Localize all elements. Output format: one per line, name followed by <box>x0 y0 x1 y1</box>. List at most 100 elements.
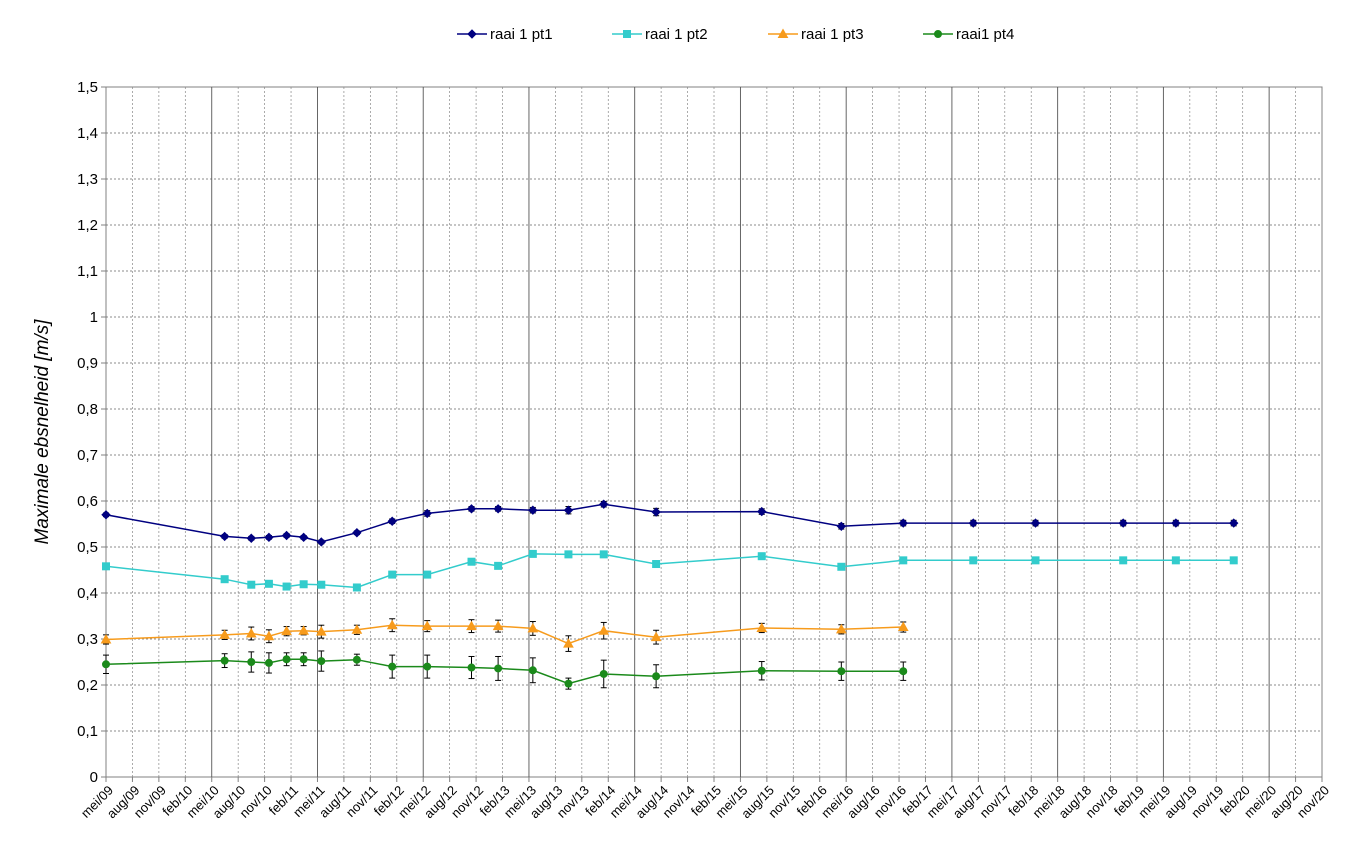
legend-item: raai 1 pt1 <box>457 26 553 43</box>
data-point <box>466 504 477 514</box>
data-point <box>835 623 847 634</box>
data-point <box>1229 518 1239 528</box>
data-point <box>757 506 767 517</box>
series-4 <box>102 650 908 690</box>
data-point <box>898 518 908 528</box>
data-point <box>423 662 432 671</box>
data-point <box>756 622 768 632</box>
data-point <box>652 560 661 569</box>
data-point <box>899 667 908 676</box>
data-point <box>316 537 327 547</box>
data-point <box>1229 556 1238 565</box>
data-point <box>421 620 433 631</box>
data-point <box>282 655 291 664</box>
data-point <box>219 531 230 542</box>
data-point <box>263 630 275 641</box>
data-point <box>1171 518 1181 528</box>
data-point <box>315 626 327 636</box>
legend-marker <box>623 30 631 38</box>
data-point <box>897 621 909 632</box>
data-point <box>299 580 308 589</box>
y-tick-label: 0,4 <box>77 585 98 602</box>
data-point <box>422 508 432 519</box>
y-tick-label: 1,3 <box>77 171 98 188</box>
y-tick-label: 1 <box>90 309 98 326</box>
series-layer <box>100 499 1239 690</box>
data-point <box>388 570 397 579</box>
y-tick-label: 0,8 <box>77 401 98 418</box>
data-point <box>757 666 766 675</box>
data-point <box>599 499 609 509</box>
data-point <box>1119 556 1128 565</box>
legend-marker <box>467 29 477 39</box>
data-point <box>837 667 846 676</box>
y-tick-label: 1,5 <box>77 79 98 96</box>
data-point <box>245 627 257 638</box>
data-point <box>102 562 110 571</box>
data-point <box>386 619 398 630</box>
data-point <box>493 504 503 514</box>
data-point <box>1118 518 1128 528</box>
data-point <box>299 655 308 664</box>
y-tick-label: 0,3 <box>77 631 98 648</box>
data-point <box>598 625 610 635</box>
data-point <box>969 556 978 565</box>
legend-marker <box>934 30 942 38</box>
data-point <box>528 505 538 515</box>
legend-layer: raai 1 pt1 raai 1 pt2 raai 1 pt3 raai1 pt4 <box>457 26 1014 43</box>
data-point <box>264 579 273 588</box>
data-point <box>563 638 574 648</box>
data-point <box>564 550 573 559</box>
data-point <box>247 580 256 589</box>
y-tick-label: 1,4 <box>77 125 98 142</box>
legend-item: raai1 pt4 <box>923 26 1014 43</box>
data-point <box>352 528 362 538</box>
data-point <box>317 580 326 589</box>
data-point <box>102 660 110 669</box>
data-point <box>652 672 661 681</box>
data-point <box>836 521 847 532</box>
data-point <box>388 662 397 671</box>
y-tick-label: 1,2 <box>77 217 98 234</box>
data-point <box>492 620 504 631</box>
data-point <box>264 658 273 667</box>
data-point <box>899 556 908 565</box>
data-point <box>317 657 326 666</box>
data-point <box>352 583 361 592</box>
axis-layer: 0 0,1 0,2 0,3 0,4 0,5 0,6 0,7 0,8 0,9 1 1,1 1,2 1,3 1,… <box>77 79 1332 821</box>
grid-layer <box>105 86 1323 778</box>
data-point <box>219 629 231 639</box>
data-point <box>494 664 503 673</box>
data-point <box>101 510 111 520</box>
y-tick-label: 0,9 <box>77 355 98 372</box>
series-line <box>105 553 1234 589</box>
y-tick-label: 0,6 <box>77 493 98 510</box>
data-point <box>968 518 978 528</box>
data-point <box>651 507 661 517</box>
y-tick-label: 1,1 <box>77 263 98 280</box>
data-point <box>599 669 608 678</box>
y-tick-label: 0,7 <box>77 447 98 464</box>
data-point <box>563 505 574 515</box>
y-tick-label: 0 <box>90 769 98 786</box>
data-point <box>281 625 292 636</box>
data-point <box>247 658 256 666</box>
data-point <box>466 620 477 631</box>
data-point <box>264 532 274 543</box>
legend-label: raai1 pt4 <box>956 26 1014 43</box>
data-point <box>298 532 309 543</box>
series-line <box>105 503 1234 543</box>
legend-item: raai 1 pt2 <box>612 26 708 43</box>
data-point <box>246 533 256 543</box>
data-point <box>387 516 397 526</box>
data-point <box>837 562 846 571</box>
y-axis-title: Maximale ebsnelheid [m/s] <box>32 319 53 545</box>
data-point <box>351 624 363 634</box>
data-point <box>528 549 537 558</box>
data-point <box>282 582 291 591</box>
data-point <box>757 552 766 561</box>
data-point <box>650 631 662 642</box>
data-point <box>1031 556 1040 565</box>
data-point <box>281 530 292 541</box>
